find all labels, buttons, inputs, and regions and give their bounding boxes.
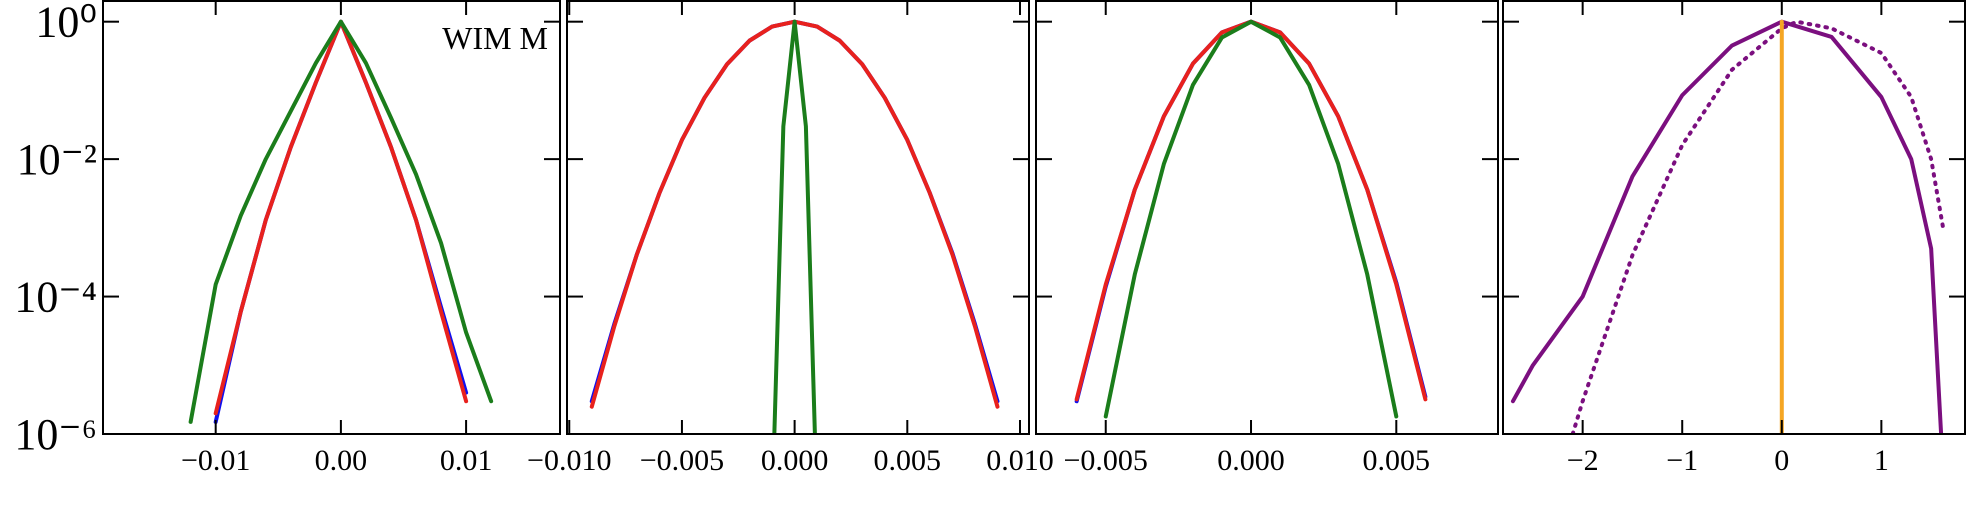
x-tick-label: −0.01 — [181, 444, 250, 477]
x-tick-label: 0.000 — [1217, 444, 1285, 477]
plot-area — [589, 19, 1000, 434]
x-tick-label: −0.010 — [527, 444, 611, 477]
data-line — [589, 19, 1000, 409]
data-line — [772, 19, 817, 434]
y-tick-label: 10⁻⁶ — [14, 410, 97, 459]
x-tick-label: 0.005 — [874, 444, 942, 477]
x-tick-label: 0.01 — [440, 444, 493, 477]
frame — [1502, 0, 1966, 435]
x-tick-label: 1 — [1874, 444, 1889, 477]
x-tick-label: 0.00 — [315, 444, 368, 477]
data-line — [1103, 19, 1399, 419]
x-tick-label: −1 — [1666, 444, 1698, 477]
plot-area — [1074, 19, 1428, 419]
annotation: WIM M — [442, 20, 548, 56]
x-tick-label: 0.000 — [761, 444, 829, 477]
frame — [1035, 0, 1499, 435]
y-tick-label: 10⁻⁴ — [14, 273, 97, 322]
plot-area — [1510, 19, 1946, 434]
frame — [102, 0, 561, 435]
data-line — [1570, 19, 1946, 434]
y-tick-label: 10⁻² — [17, 135, 97, 184]
data-line — [213, 19, 469, 416]
x-tick-label: 0.010 — [986, 444, 1054, 477]
frame — [566, 0, 1030, 435]
data-line — [1510, 19, 1944, 434]
plot-area — [188, 19, 494, 424]
x-tick-label: −0.005 — [640, 444, 724, 477]
data-line — [213, 19, 469, 424]
x-tick-label: −2 — [1567, 444, 1599, 477]
data-line — [1074, 19, 1428, 402]
x-tick-label: 0.005 — [1363, 444, 1431, 477]
data-line — [188, 19, 494, 424]
x-tick-label: 0 — [1774, 444, 1789, 477]
y-tick-label: 10⁰ — [35, 0, 97, 47]
x-tick-label: −0.005 — [1064, 444, 1148, 477]
